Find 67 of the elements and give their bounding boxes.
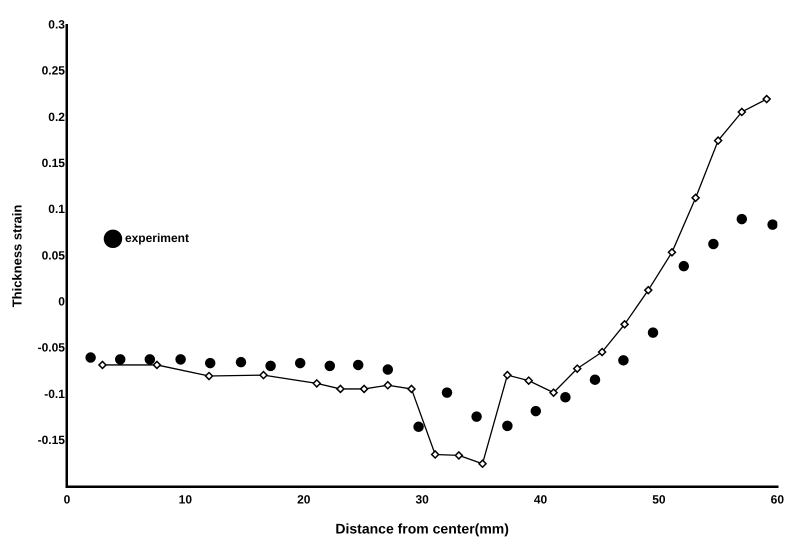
point bbox=[114, 354, 126, 365]
point bbox=[502, 420, 513, 432]
x-axis-title: Distance from center(mm) bbox=[335, 520, 509, 536]
point bbox=[382, 364, 394, 375]
point bbox=[152, 360, 162, 370]
x-tick-label: 60 bbox=[770, 492, 784, 506]
y-tick-label: -0.15 bbox=[38, 432, 66, 447]
x-tick-label: 50 bbox=[652, 492, 666, 506]
y-tick-label: -0.1 bbox=[44, 386, 66, 401]
y-tick-label: 0.05 bbox=[42, 248, 66, 262]
x-tick-label: 20 bbox=[297, 492, 311, 506]
point bbox=[524, 376, 533, 385]
point bbox=[204, 372, 214, 380]
y-tick-label: 0.25 bbox=[42, 64, 66, 78]
point bbox=[265, 360, 276, 372]
point bbox=[454, 451, 464, 460]
point bbox=[336, 384, 345, 394]
point bbox=[620, 320, 629, 329]
point bbox=[503, 370, 512, 380]
point bbox=[738, 108, 746, 116]
point bbox=[478, 459, 487, 468]
point bbox=[572, 364, 582, 373]
x-tick-label: 30 bbox=[415, 492, 430, 506]
point bbox=[644, 286, 653, 294]
legend-label: experiment bbox=[124, 231, 189, 246]
point bbox=[714, 136, 722, 145]
point bbox=[708, 238, 719, 250]
point bbox=[407, 384, 416, 394]
point bbox=[175, 354, 186, 365]
point bbox=[442, 387, 452, 398]
y-tick-label: 0.2 bbox=[48, 110, 66, 124]
point bbox=[736, 214, 748, 224]
point bbox=[590, 374, 600, 385]
y-tick-label: 0.15 bbox=[42, 156, 66, 170]
point bbox=[560, 392, 571, 402]
point bbox=[767, 219, 778, 230]
point bbox=[259, 370, 268, 380]
point bbox=[530, 406, 542, 416]
point bbox=[384, 381, 392, 390]
point bbox=[648, 327, 658, 338]
point bbox=[413, 422, 424, 432]
point bbox=[144, 354, 156, 365]
point bbox=[598, 348, 606, 356]
y-tick-label: -0.05 bbox=[38, 340, 66, 355]
point bbox=[352, 360, 364, 370]
x-tick-label: 40 bbox=[534, 492, 548, 506]
point bbox=[430, 450, 440, 459]
point bbox=[360, 384, 368, 394]
y-axis-title: Thickness strain bbox=[9, 204, 24, 308]
point bbox=[204, 358, 216, 368]
x-tick-label: 10 bbox=[178, 492, 192, 506]
point bbox=[324, 360, 336, 372]
point bbox=[471, 411, 482, 422]
point bbox=[691, 194, 700, 202]
y-tick-label: 0.3 bbox=[48, 18, 66, 32]
point bbox=[85, 352, 96, 363]
point bbox=[312, 379, 322, 388]
point bbox=[549, 388, 558, 397]
y-tick-label: 0 bbox=[58, 294, 66, 308]
point bbox=[98, 360, 107, 370]
point bbox=[668, 248, 676, 257]
point bbox=[236, 356, 246, 368]
y-tick-label: 0.1 bbox=[48, 202, 66, 216]
point bbox=[678, 260, 690, 272]
point bbox=[294, 358, 306, 368]
point bbox=[618, 355, 629, 366]
point bbox=[762, 94, 771, 104]
